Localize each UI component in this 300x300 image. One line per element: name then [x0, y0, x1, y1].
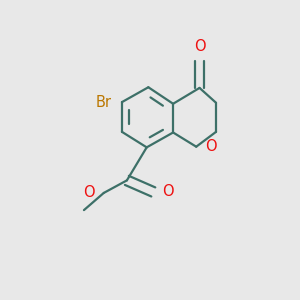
Text: Br: Br — [96, 94, 112, 110]
Text: O: O — [194, 39, 205, 54]
Text: O: O — [206, 139, 217, 154]
Text: O: O — [83, 185, 94, 200]
Text: O: O — [163, 184, 174, 200]
